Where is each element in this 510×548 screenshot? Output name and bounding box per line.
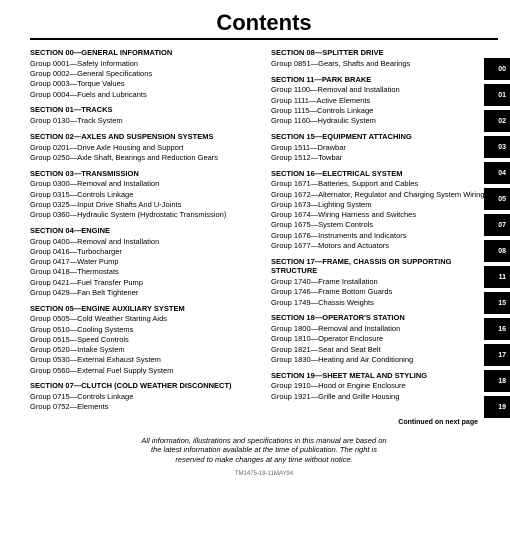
- footer-line-3: reserved to make changes at any time wit…: [175, 455, 352, 464]
- group-entry: Group 0417—Water Pump: [30, 257, 257, 267]
- group-entry: Group 0752—Elements: [30, 402, 257, 412]
- section-tab[interactable]: 16: [484, 318, 510, 340]
- group-entry: Group 0400—Removal and Installation: [30, 237, 257, 247]
- group-entry: Group 0418—Thermostats: [30, 267, 257, 277]
- group-entry: Group 0360—Hydraulic System (Hydrostatic…: [30, 210, 257, 220]
- group-entry: Group 0315—Controls Linkage: [30, 190, 257, 200]
- section-heading: SECTION 00—GENERAL INFORMATION: [30, 48, 257, 58]
- section-tab[interactable]: 19: [484, 396, 510, 418]
- group-entry: Group 1746—Frame Bottom Guards: [271, 287, 498, 297]
- section-heading: SECTION 04—ENGINE: [30, 226, 257, 236]
- group-entry: Group 0003—Torque Values: [30, 79, 257, 89]
- section-heading: SECTION 18—OPERATOR'S STATION: [271, 313, 498, 323]
- group-entry: Group 0201—Drive Axle Housing and Suppor…: [30, 143, 257, 153]
- group-entry: Group 0505—Cold Weather Starting Aids: [30, 314, 257, 324]
- section-heading: SECTION 05—ENGINE AUXILIARY SYSTEM: [30, 304, 257, 314]
- section-tab[interactable]: 17: [484, 344, 510, 366]
- group-entry: Group 1672—Alternator, Regulator and Cha…: [271, 190, 498, 200]
- group-entry: Group 0530—External Exhaust System: [30, 355, 257, 365]
- section-heading: SECTION 08—SPLITTER DRIVE: [271, 48, 498, 58]
- group-entry: Group 1671—Batteries, Support and Cables: [271, 179, 498, 189]
- right-column: SECTION 08—SPLITTER DRIVEGroup 0851—Gear…: [271, 48, 498, 413]
- group-entry: Group 0416—Turbocharger: [30, 247, 257, 257]
- section-tab[interactable]: 01: [484, 84, 510, 106]
- group-entry: Group 1675—System Controls: [271, 220, 498, 230]
- section-heading: SECTION 02—AXLES AND SUSPENSION SYSTEMS: [30, 132, 257, 142]
- group-entry: Group 0300—Removal and Installation: [30, 179, 257, 189]
- group-entry: Group 1673—Lighting System: [271, 200, 498, 210]
- contents-columns: SECTION 00—GENERAL INFORMATIONGroup 0001…: [30, 48, 498, 413]
- group-entry: Group 1677—Motors and Actuators: [271, 241, 498, 251]
- footer-note: All information, illustrations and speci…: [30, 436, 498, 465]
- group-entry: Group 0250—Axle Shaft, Bearings and Redu…: [30, 153, 257, 163]
- continued-label: Continued on next page: [30, 419, 498, 426]
- section-tab[interactable]: 11: [484, 266, 510, 288]
- section-heading: SECTION 16—ELECTRICAL SYSTEM: [271, 169, 498, 179]
- group-entry: Group 0001—Safety Information: [30, 59, 257, 69]
- group-entry: Group 1821—Seat and Seat Belt: [271, 345, 498, 355]
- section-tab[interactable]: 08: [484, 240, 510, 262]
- group-entry: Group 1100—Removal and Installation: [271, 85, 498, 95]
- group-entry: Group 0510—Cooling Systems: [30, 325, 257, 335]
- left-column: SECTION 00—GENERAL INFORMATIONGroup 0001…: [30, 48, 257, 413]
- group-entry: Group 0004—Fuels and Lubricants: [30, 90, 257, 100]
- group-entry: Group 1810—Operator Enclosure: [271, 334, 498, 344]
- group-entry: Group 1910—Hood or Engine Enclosure: [271, 381, 498, 391]
- group-entry: Group 1749—Chassis Weights: [271, 298, 498, 308]
- group-entry: Group 1115—Controls Linkage: [271, 106, 498, 116]
- section-tab[interactable]: 03: [484, 136, 510, 158]
- document-id: TM1475-19-11MAY94: [30, 471, 498, 477]
- footer-line-2: the latest information available at the …: [151, 445, 377, 454]
- group-entry: Group 0429—Fan Belt Tightener: [30, 288, 257, 298]
- group-entry: Group 1676—Instruments and Indicators: [271, 231, 498, 241]
- group-entry: Group 1830—Heating and Air Conditioning: [271, 355, 498, 365]
- group-entry: Group 1160—Hydraulic System: [271, 116, 498, 126]
- section-tab[interactable]: 00: [484, 58, 510, 80]
- group-entry: Group 1511—Drawbar: [271, 143, 498, 153]
- page-title: Contents: [30, 10, 498, 36]
- group-entry: Group 0515—Speed Controls: [30, 335, 257, 345]
- group-entry: Group 0715—Controls Linkage: [30, 392, 257, 402]
- group-entry: Group 0325—Input Drive Shafts And U-Join…: [30, 200, 257, 210]
- section-heading: SECTION 15—EQUIPMENT ATTACHING: [271, 132, 498, 142]
- group-entry: Group 0851—Gears, Shafts and Bearings: [271, 59, 498, 69]
- section-heading: SECTION 11—PARK BRAKE: [271, 75, 498, 85]
- group-entry: Group 1674—Wiring Harness and Switches: [271, 210, 498, 220]
- section-tabs: 00 01 02 03 04 05 07 08 11 15 16 17 18 19: [484, 58, 510, 422]
- section-heading: SECTION 17—FRAME, CHASSIS OR SUPPORTING …: [271, 257, 498, 277]
- group-entry: Group 1512—Towbar: [271, 153, 498, 163]
- section-heading: SECTION 03—TRANSMISSION: [30, 169, 257, 179]
- group-entry: Group 1111—Active Elements: [271, 96, 498, 106]
- section-heading: SECTION 01—TRACKS: [30, 105, 257, 115]
- group-entry: Group 0002—General Specifications: [30, 69, 257, 79]
- group-entry: Group 1800—Removal and Installation: [271, 324, 498, 334]
- section-tab[interactable]: 02: [484, 110, 510, 132]
- section-tab[interactable]: 05: [484, 188, 510, 210]
- group-entry: Group 0421—Fuel Transfer Pump: [30, 278, 257, 288]
- group-entry: Group 0520—Intake System: [30, 345, 257, 355]
- section-tab[interactable]: 18: [484, 370, 510, 392]
- section-tab[interactable]: 07: [484, 214, 510, 236]
- section-tab[interactable]: 15: [484, 292, 510, 314]
- group-entry: Group 1921—Grille and Grille Housing: [271, 392, 498, 402]
- section-heading: SECTION 19—SHEET METAL AND STYLING: [271, 371, 498, 381]
- group-entry: Group 1740—Frame Installation: [271, 277, 498, 287]
- group-entry: Group 0560—External Fuel Supply System: [30, 366, 257, 376]
- footer-line-1: All information, illustrations and speci…: [141, 436, 386, 445]
- group-entry: Group 0130—Track System: [30, 116, 257, 126]
- section-heading: SECTION 07—CLUTCH (COLD WEATHER DISCONNE…: [30, 381, 257, 391]
- title-rule: [30, 38, 498, 40]
- section-tab[interactable]: 04: [484, 162, 510, 184]
